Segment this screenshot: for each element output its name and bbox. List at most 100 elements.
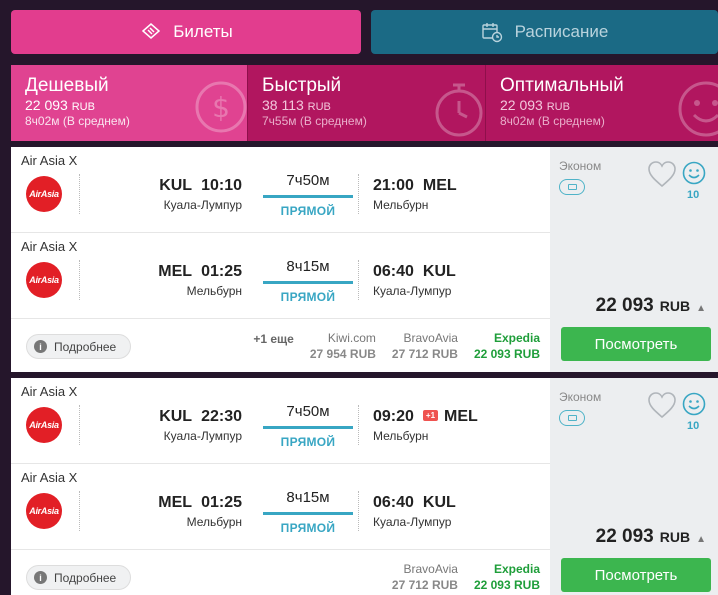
tab-tickets-label: Билеты — [173, 22, 233, 41]
smile-icon — [676, 79, 718, 141]
departure-code: MEL — [158, 263, 193, 280]
departure-code: MEL — [158, 494, 193, 511]
tab-schedule[interactable]: Расписание — [371, 10, 718, 54]
direct-label: ПРЯМОЙ — [280, 290, 336, 304]
card-footer: i Подробнее BravoAvia 27 712 RUB Expedia… — [11, 550, 550, 595]
price-currency: RUB — [659, 529, 691, 545]
arrival-time: 09:20 — [373, 408, 414, 425]
dollar-icon: $ — [193, 79, 247, 140]
arrival: 06:40 KUL Куала-Лумпур — [373, 263, 456, 298]
view-label: Посмотреть — [594, 566, 678, 584]
sort-fastest-price: 38 113 — [262, 97, 304, 113]
airline-logo: AirAsia — [26, 262, 62, 298]
airline-logo: AirAsia — [26, 407, 62, 443]
flight-segment: Air Asia X AirAsia MEL 01:25 Мельбурн 8ч1… — [11, 233, 550, 319]
sort-bar: Дешевый 22 093 RUB 8ч02м (В среднем) $ Б… — [11, 65, 718, 141]
departure: KUL 10:10 Куала-Лумпур — [159, 177, 242, 212]
agent-offer[interactable]: Expedia 22 093 RUB — [474, 562, 540, 592]
arrival-time: 06:40 — [373, 494, 414, 511]
tab-tickets[interactable]: Билеты — [11, 10, 361, 54]
view-button[interactable]: Посмотреть — [561, 558, 711, 592]
agent-name: BravoAvia — [403, 562, 458, 576]
flight-duration: 8ч15м ПРЯМОЙ — [263, 489, 353, 535]
sort-fastest-avg: 7ч55м (В среднем) — [262, 114, 367, 128]
details-label: Подробнее — [54, 570, 117, 585]
sort-cheapest-label: Дешевый — [25, 75, 109, 96]
heart-icon[interactable] — [647, 391, 677, 424]
total-price: 22 093 RUB ▲ — [596, 526, 706, 548]
flight-segment: Air Asia X AirAsia MEL 01:25 Мельбурн 8ч1… — [11, 464, 550, 550]
departure-city: Куала-Лумпур — [163, 198, 242, 212]
departure-city: Мельбурн — [186, 515, 242, 529]
airline-logo: AirAsia — [26, 176, 62, 212]
tab-schedule-label: Расписание — [514, 22, 609, 41]
departure-code: KUL — [159, 408, 193, 425]
info-icon: i — [34, 340, 47, 353]
arrival-city: Куала-Лумпур — [373, 515, 452, 529]
agent-price: 27 712 RUB — [391, 347, 458, 361]
agent-list: BravoAvia 27 712 RUB Expedia 22 093 RUB — [392, 562, 540, 592]
rating-smile-icon — [682, 392, 706, 421]
departure: MEL 01:25 Мельбурн — [158, 263, 242, 298]
duration-value: 7ч50м — [286, 403, 330, 420]
rating-score: 10 — [687, 420, 700, 432]
sort-fastest-currency: RUB — [307, 101, 331, 113]
arrival-code: MEL — [444, 408, 478, 425]
sort-cheapest[interactable]: Дешевый 22 093 RUB 8ч02м (В среднем) $ — [11, 65, 247, 141]
flight-duration: 8ч15м ПРЯМОЙ — [263, 258, 353, 304]
stopwatch-icon — [431, 79, 485, 141]
sort-cheapest-currency: RUB — [71, 101, 95, 113]
more-agents-link[interactable]: +1 еще — [253, 332, 294, 346]
view-label: Посмотреть — [594, 335, 678, 353]
arrival: 21:00 MEL Мельбурн — [373, 177, 457, 212]
direct-label: ПРЯМОЙ — [280, 204, 336, 218]
sort-optimal-price: 22 093 — [500, 97, 543, 113]
view-button[interactable]: Посмотреть — [561, 327, 711, 361]
agent-price: 27 712 RUB — [391, 578, 458, 592]
sort-fastest[interactable]: Быстрый 38 113 RUB 7ч55м (В среднем) — [247, 65, 485, 141]
price-panel: Эконом 10 22 093 RUB ▲ Посмотреть — [550, 378, 718, 595]
flight-duration: 7ч50м ПРЯМОЙ — [263, 172, 353, 218]
sort-optimal-label: Оптимальный — [500, 75, 624, 96]
departure-city: Куала-Лумпур — [163, 429, 242, 443]
agent-name: Expedia — [493, 331, 540, 345]
agent-price: 22 093 RUB — [473, 578, 540, 592]
airline-name: Air Asia X — [21, 470, 78, 485]
baggage-icon — [559, 179, 585, 195]
arrival-code: KUL — [422, 263, 456, 280]
sort-optimal-avg: 8ч02м (В среднем) — [500, 114, 605, 128]
agent-offer[interactable]: Kiwi.com 27 954 RUB — [310, 331, 376, 361]
price-panel: Эконом 10 22 093 RUB ▲ Посмотреть — [550, 147, 718, 372]
airline-name: Air Asia X — [21, 153, 78, 168]
price-value: 22 093 — [595, 295, 654, 316]
details-label: Подробнее — [54, 339, 117, 354]
arrival-city: Мельбурн — [373, 429, 429, 443]
agent-offer[interactable]: BravoAvia 27 712 RUB — [392, 562, 458, 592]
card-footer: i Подробнее +1 еще Kiwi.com 27 954 RUB B… — [11, 319, 550, 372]
details-button[interactable]: i Подробнее — [26, 565, 131, 590]
departure-city: Мельбурн — [186, 284, 242, 298]
info-icon: i — [34, 571, 47, 584]
agent-price: 22 093 RUB — [473, 347, 540, 361]
departure-code: KUL — [159, 177, 193, 194]
agent-name: Kiwi.com — [327, 331, 376, 345]
sort-optimal-currency: RUB — [546, 101, 570, 113]
cabin-class: Эконом — [559, 159, 602, 173]
departure-time: 01:25 — [201, 263, 242, 280]
details-button[interactable]: i Подробнее — [26, 334, 131, 359]
heart-icon[interactable] — [647, 160, 677, 193]
sort-optimal[interactable]: Оптимальный 22 093 RUB 8ч02м (В среднем) — [485, 65, 718, 141]
departure-time: 01:25 — [201, 494, 242, 511]
agent-offer[interactable]: Expedia 22 093 RUB — [474, 331, 540, 361]
duration-value: 8ч15м — [286, 258, 330, 275]
airline-logo: AirAsia — [26, 493, 62, 529]
agent-price: 27 954 RUB — [309, 347, 376, 361]
sort-cheapest-avg: 8ч02м (В среднем) — [25, 114, 130, 128]
departure-time: 10:10 — [201, 177, 242, 194]
baggage-icon — [559, 410, 585, 426]
agent-offer[interactable]: BravoAvia 27 712 RUB — [392, 331, 458, 361]
arrival: 09:20 +1 MEL Мельбурн — [373, 408, 478, 443]
arrival: 06:40 KUL Куала-Лумпур — [373, 494, 456, 529]
cabin-class: Эконом — [559, 390, 602, 404]
person-icon: ▲ — [696, 534, 706, 545]
